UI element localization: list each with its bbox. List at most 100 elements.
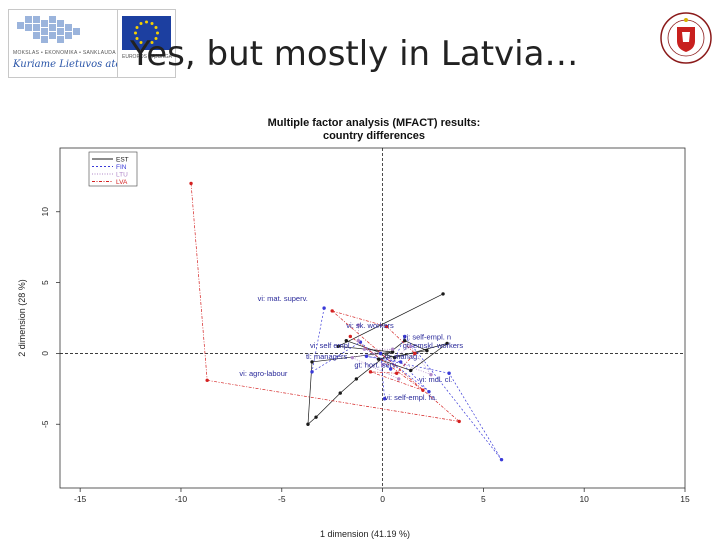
point-annotation: vi: manag. — [385, 352, 420, 361]
data-point-est — [441, 292, 445, 296]
data-point-lva — [330, 309, 334, 313]
data-point-fin — [322, 306, 326, 310]
data-point-lva — [457, 419, 461, 424]
x-tick-label: 0 — [380, 494, 385, 504]
data-point-est — [376, 357, 381, 361]
project-logo: MOKSLAS • EKONOMIKA • SANKLAUDA Kuriame … — [8, 9, 132, 78]
series-segment-est — [404, 340, 428, 351]
data-point-fin — [310, 370, 314, 374]
series-segment-est — [340, 378, 357, 394]
data-point-est — [425, 348, 429, 353]
point-annotation: tl: managers — [306, 352, 348, 361]
series-segment-lva — [396, 353, 416, 374]
y-axis-label: 2 dimension (28 %) — [17, 279, 27, 357]
data-point-est — [409, 368, 413, 373]
data-point-fin — [499, 457, 504, 462]
series-segment-est — [338, 293, 444, 347]
series-segment-est — [307, 416, 317, 425]
series-segment-fin — [448, 373, 502, 460]
data-point-ltu — [380, 363, 385, 367]
eu-flag-icon — [122, 16, 171, 50]
legend-label-est: EST — [116, 157, 129, 164]
data-point-fin — [364, 354, 369, 358]
chart-container: Multiple factor analysis (MFACT) results… — [9, 110, 711, 540]
y-tick-label: 10 — [40, 207, 50, 217]
x-tick-label: -15 — [74, 494, 87, 504]
data-point-est — [310, 360, 314, 364]
series-segment-est — [378, 358, 411, 371]
data-point-ltu — [356, 338, 361, 343]
data-point-fin — [388, 367, 393, 371]
y-tick-label: 5 — [40, 280, 50, 285]
series-segment-lva — [370, 371, 397, 374]
series-segment-fin — [380, 353, 385, 399]
legend-box — [88, 151, 138, 187]
data-point-ltu — [409, 344, 413, 349]
data-point-fin — [427, 389, 431, 394]
point-annotation: vi: self-empl. n — [403, 332, 451, 341]
data-point-ltu — [397, 377, 401, 381]
legend-label-fin: FIN — [116, 164, 127, 171]
data-point-fin — [399, 360, 403, 364]
x-tick-label: -5 — [278, 494, 286, 504]
point-annotation: vi: self empl. — [310, 341, 352, 350]
data-point-ltu — [356, 323, 361, 327]
series-segment-est — [394, 343, 448, 359]
data-point-lva — [368, 370, 373, 374]
series-segment-lva — [350, 336, 424, 391]
point-annotation: vi: mdl. cl. — [419, 375, 452, 384]
plot-frame — [59, 147, 686, 489]
series-segment-ltu — [382, 346, 411, 366]
eu-logo-caption: EUROPOS SĄJUNGA — [122, 54, 173, 60]
chart-title: Multiple factor analysis (MFACT) results… — [268, 117, 481, 129]
project-logo-icon — [17, 16, 80, 43]
data-point-est — [314, 415, 318, 419]
university-seal — [660, 10, 712, 66]
data-point-est — [354, 377, 359, 381]
x-tick-label: 5 — [481, 494, 486, 504]
series-segment-ltu — [352, 357, 399, 380]
data-point-lva — [394, 371, 399, 375]
slide-title: Yes, but mostly in Latvia… — [130, 34, 579, 74]
project-logo-caption: MOKSLAS • EKONOMIKA • SANKLAUDA — [13, 50, 116, 56]
data-point-est — [338, 391, 342, 395]
series-segment-ltu — [352, 348, 393, 359]
x-tick-label: 10 — [579, 494, 589, 504]
series-segment-fin — [311, 341, 361, 373]
data-point-est — [336, 344, 340, 349]
series-segment-fin — [400, 361, 430, 392]
series-segment-lva — [207, 379, 460, 422]
university-seal-icon — [660, 12, 712, 64]
point-annotation: vi: self-empl. fa. — [385, 393, 438, 402]
data-point-est — [403, 338, 407, 343]
point-annotation: vi: agro-labour — [239, 369, 287, 378]
data-point-est — [390, 350, 395, 354]
data-point-ltu — [362, 347, 367, 351]
project-logo-motto: Kuriame Lietuvos ateitį — [13, 59, 132, 70]
series-segment-ltu — [410, 346, 432, 375]
data-point-est — [392, 355, 397, 360]
legend-label-ltu: LTU — [116, 172, 128, 179]
data-point-fin — [403, 334, 407, 339]
series-segment-lva — [332, 310, 387, 327]
eu-logo: EUROPOS SĄJUNGA — [117, 9, 176, 78]
series-segment-est — [346, 340, 395, 358]
series-segment-ltu — [364, 348, 432, 375]
data-point-ltu — [429, 372, 433, 377]
y-tick-label: -5 — [40, 420, 50, 428]
data-point-fin — [447, 371, 451, 375]
data-point-est — [306, 422, 310, 426]
mfa-scatter-chart: Multiple factor analysis (MFACT) results… — [17, 117, 690, 539]
chart-subtitle: country differences — [323, 130, 425, 142]
series-segment-lva — [190, 183, 208, 381]
point-annotation: vi: sk. workers — [346, 321, 394, 330]
y-tick-label: 0 — [40, 351, 50, 356]
data-point-lva — [189, 181, 193, 186]
data-point-ltu — [350, 355, 355, 360]
data-point-lva — [413, 351, 417, 356]
data-point-ltu — [390, 347, 395, 351]
data-point-lva — [421, 388, 425, 392]
series-segment-lva — [370, 371, 424, 391]
point-annotation: gt: hort. serv. — [354, 361, 397, 370]
data-point-fin — [378, 351, 383, 356]
